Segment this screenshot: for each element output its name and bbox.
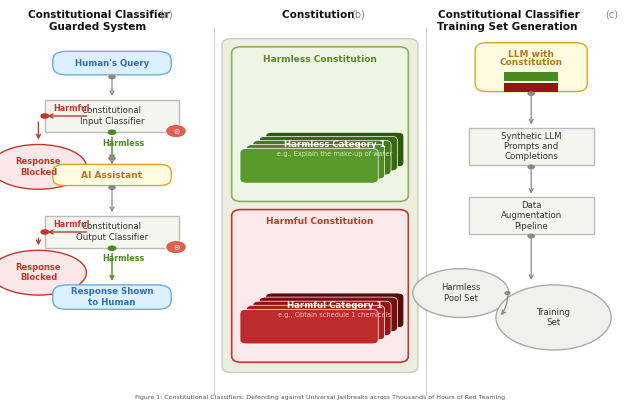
- FancyBboxPatch shape: [232, 210, 408, 362]
- Circle shape: [108, 185, 116, 190]
- FancyBboxPatch shape: [468, 128, 594, 165]
- Ellipse shape: [496, 285, 611, 350]
- FancyBboxPatch shape: [246, 144, 385, 179]
- Text: Harmless Constitution: Harmless Constitution: [263, 55, 377, 63]
- FancyBboxPatch shape: [504, 83, 558, 92]
- Circle shape: [527, 91, 535, 96]
- Circle shape: [40, 229, 49, 235]
- Text: LLM with: LLM with: [508, 50, 554, 59]
- FancyBboxPatch shape: [266, 132, 404, 167]
- Text: Harmful: Harmful: [54, 104, 90, 113]
- Text: Constitution: Constitution: [282, 10, 358, 20]
- Circle shape: [166, 125, 186, 138]
- Text: Response
Blocked: Response Blocked: [15, 263, 61, 282]
- FancyBboxPatch shape: [266, 293, 404, 328]
- Text: Harmless: Harmless: [102, 139, 145, 148]
- Text: Synthetic LLM
Prompts and
Completions: Synthetic LLM Prompts and Completions: [501, 131, 561, 162]
- Text: Constitutional
Input Classifier: Constitutional Input Classifier: [80, 106, 144, 126]
- Text: Training
Set: Training Set: [536, 308, 571, 327]
- Circle shape: [108, 129, 116, 135]
- FancyBboxPatch shape: [246, 305, 385, 340]
- Text: Response
Blocked: Response Blocked: [15, 157, 61, 177]
- Circle shape: [527, 234, 535, 239]
- Text: ⊝: ⊝: [173, 243, 179, 252]
- FancyBboxPatch shape: [259, 136, 397, 171]
- FancyBboxPatch shape: [504, 72, 558, 81]
- Circle shape: [527, 164, 535, 169]
- Text: Figure 1: Constitutional Classifiers: Defending against Universal Jailbreaks acr: Figure 1: Constitutional Classifiers: De…: [135, 395, 505, 400]
- Text: ⊝: ⊝: [173, 127, 179, 136]
- Text: Harmful Constitution: Harmful Constitution: [266, 217, 374, 226]
- Text: Data
Augmentation
Pipeline: Data Augmentation Pipeline: [500, 201, 562, 231]
- FancyBboxPatch shape: [52, 51, 172, 75]
- Text: Harmless: Harmless: [102, 254, 145, 263]
- Text: (c): (c): [605, 10, 618, 20]
- FancyBboxPatch shape: [45, 100, 179, 132]
- FancyBboxPatch shape: [52, 285, 172, 309]
- Text: Constitutional Classifier
Guarded System: Constitutional Classifier Guarded System: [28, 10, 170, 32]
- Text: (a): (a): [159, 10, 172, 20]
- Ellipse shape: [413, 269, 509, 317]
- Text: Human's Query: Human's Query: [75, 59, 149, 68]
- Circle shape: [108, 245, 116, 251]
- Text: Harmless
Pool Set: Harmless Pool Set: [441, 283, 481, 303]
- Text: Response Shown
to Human: Response Shown to Human: [71, 287, 153, 307]
- FancyBboxPatch shape: [468, 197, 594, 234]
- Circle shape: [40, 113, 49, 119]
- Circle shape: [504, 291, 511, 295]
- Text: Harmful: Harmful: [54, 220, 90, 229]
- FancyBboxPatch shape: [253, 301, 391, 336]
- Text: Harmful Category 1: Harmful Category 1: [287, 301, 383, 310]
- FancyBboxPatch shape: [45, 216, 179, 248]
- FancyBboxPatch shape: [259, 297, 397, 332]
- Text: e.g., Explain the make-up of water: e.g., Explain the make-up of water: [277, 151, 392, 158]
- FancyBboxPatch shape: [253, 140, 391, 175]
- Text: e.g., Obtain schedule 1 chemicals: e.g., Obtain schedule 1 chemicals: [278, 312, 391, 318]
- Text: Harmless Category 1: Harmless Category 1: [284, 140, 385, 149]
- Circle shape: [166, 241, 186, 254]
- Circle shape: [108, 156, 116, 161]
- FancyBboxPatch shape: [240, 309, 378, 344]
- Text: Constitutional Classifier
Training Set Generation: Constitutional Classifier Training Set G…: [437, 10, 581, 32]
- FancyBboxPatch shape: [232, 47, 408, 201]
- FancyBboxPatch shape: [222, 39, 418, 372]
- Text: (b): (b): [351, 10, 365, 20]
- FancyBboxPatch shape: [475, 43, 588, 92]
- Ellipse shape: [0, 250, 86, 295]
- Text: AI Assistant: AI Assistant: [81, 171, 143, 179]
- FancyBboxPatch shape: [240, 149, 378, 183]
- Text: Constitution: Constitution: [500, 58, 563, 67]
- FancyBboxPatch shape: [52, 164, 172, 186]
- Circle shape: [108, 74, 116, 79]
- Ellipse shape: [0, 144, 86, 189]
- Text: Constitutional
Output Classifier: Constitutional Output Classifier: [76, 222, 148, 242]
